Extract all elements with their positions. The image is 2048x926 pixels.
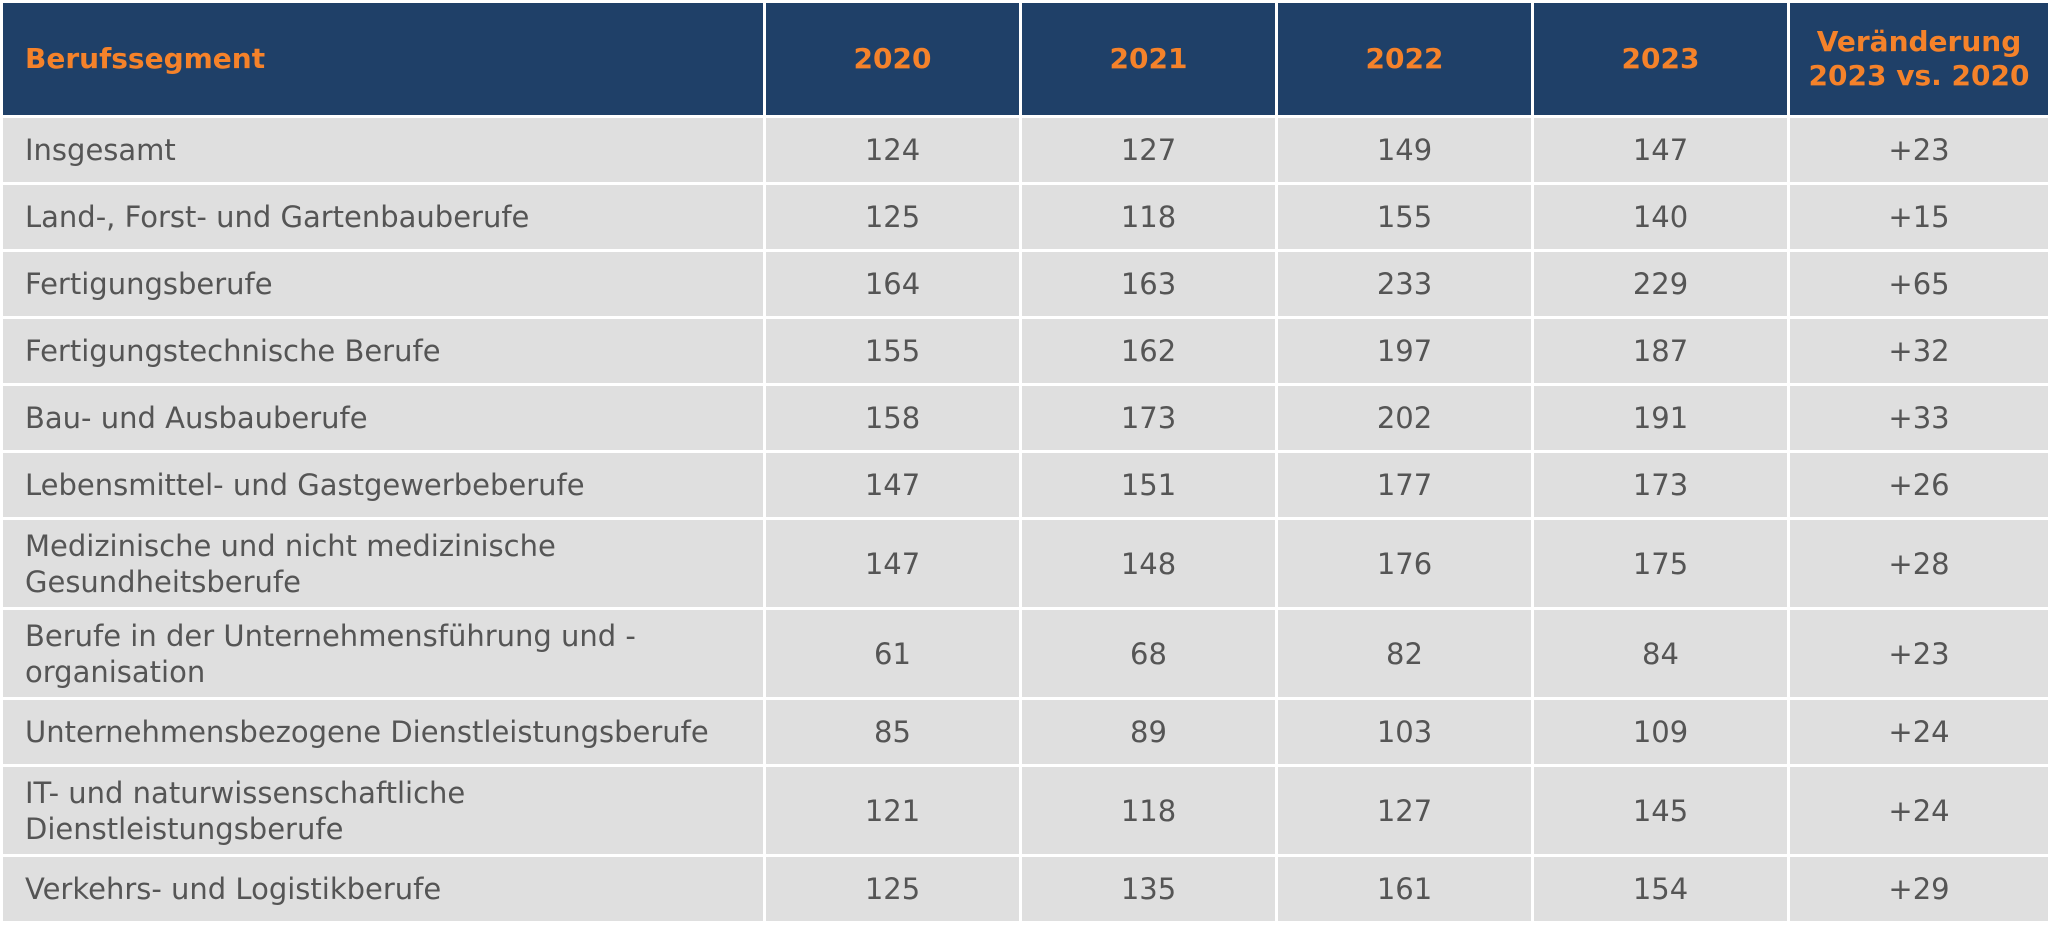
row-label-cell: Verkehrs- und Logistikberufe [0, 854, 766, 924]
value-cell-2022: 155 [1275, 182, 1534, 252]
row-label-cell: Medizinische und nicht medizinische Gesu… [0, 517, 766, 610]
table-row: Medizinische und nicht medizinische Gesu… [0, 517, 2048, 610]
row-label-cell: Insgesamt [0, 115, 766, 185]
value-cell-2021: 68 [1019, 607, 1278, 700]
table-row: Berufe in der Unternehmensführung und -o… [0, 607, 2048, 700]
change-cell: +65 [1787, 249, 2048, 319]
value-cell-2021: 118 [1019, 764, 1278, 857]
column-header-berufssegment: Berufssegment [0, 0, 766, 118]
change-cell: +26 [1787, 450, 2048, 520]
value-cell-2023: 229 [1531, 249, 1790, 319]
change-cell: +23 [1787, 115, 2048, 185]
value-cell-2021: 148 [1019, 517, 1278, 610]
column-header-veraenderung: Veränderung 2023 vs. 2020 [1787, 0, 2048, 118]
change-cell: +29 [1787, 854, 2048, 924]
value-cell-2021: 89 [1019, 697, 1278, 767]
row-label-cell: Unternehmensbezogene Dienstleistungsberu… [0, 697, 766, 767]
value-cell-2020: 124 [763, 115, 1022, 185]
value-cell-2021: 135 [1019, 854, 1278, 924]
column-header-2021: 2021 [1019, 0, 1278, 118]
table-row: Lebensmittel- und Gastgewerbeberufe 147 15… [0, 450, 2048, 520]
value-cell-2022: 176 [1275, 517, 1534, 610]
value-cell-2020: 61 [763, 607, 1022, 700]
value-cell-2023: 147 [1531, 115, 1790, 185]
change-cell: +33 [1787, 383, 2048, 453]
value-cell-2023: 154 [1531, 854, 1790, 924]
table-row: Unternehmensbezogene Dienstleistungsberu… [0, 697, 2048, 767]
value-cell-2021: 173 [1019, 383, 1278, 453]
value-cell-2022: 197 [1275, 316, 1534, 386]
value-cell-2023: 109 [1531, 697, 1790, 767]
value-cell-2020: 147 [763, 450, 1022, 520]
value-cell-2020: 85 [763, 697, 1022, 767]
change-cell: +23 [1787, 607, 2048, 700]
table-row: IT- und naturwissenschaftliche Dienstlei… [0, 764, 2048, 857]
value-cell-2023: 191 [1531, 383, 1790, 453]
value-cell-2020: 155 [763, 316, 1022, 386]
change-cell: +24 [1787, 764, 2048, 857]
row-label-cell: Berufe in der Unternehmensführung und -o… [0, 607, 766, 700]
value-cell-2020: 147 [763, 517, 1022, 610]
value-cell-2022: 82 [1275, 607, 1534, 700]
header-row: Berufssegment 2020 2021 2022 2023 Veränd… [0, 0, 2048, 118]
row-label-cell: Fertigungstechnische Berufe [0, 316, 766, 386]
row-label-cell: Fertigungsberufe [0, 249, 766, 319]
value-cell-2021: 127 [1019, 115, 1278, 185]
table-row: Land-, Forst- und Gartenbauberufe 125 118 1… [0, 182, 2048, 252]
row-label-cell: Bau- und Ausbauberufe [0, 383, 766, 453]
value-cell-2023: 84 [1531, 607, 1790, 700]
value-cell-2021: 151 [1019, 450, 1278, 520]
table-row: Bau- und Ausbauberufe 158 173 202 191 +33 [0, 383, 2048, 453]
value-cell-2023: 175 [1531, 517, 1790, 610]
value-cell-2021: 162 [1019, 316, 1278, 386]
value-cell-2020: 121 [763, 764, 1022, 857]
row-label-cell: Land-, Forst- und Gartenbauberufe [0, 182, 766, 252]
column-header-2023: 2023 [1531, 0, 1790, 118]
column-header-2022: 2022 [1275, 0, 1534, 118]
value-cell-2022: 127 [1275, 764, 1534, 857]
value-cell-2022: 233 [1275, 249, 1534, 319]
value-cell-2021: 118 [1019, 182, 1278, 252]
value-cell-2020: 125 [763, 182, 1022, 252]
value-cell-2023: 173 [1531, 450, 1790, 520]
value-cell-2023: 145 [1531, 764, 1790, 857]
value-cell-2022: 161 [1275, 854, 1534, 924]
change-cell: +15 [1787, 182, 2048, 252]
table-row: Fertigungsberufe 164 163 233 229 +65 [0, 249, 2048, 319]
change-cell: +32 [1787, 316, 2048, 386]
value-cell-2020: 125 [763, 854, 1022, 924]
value-cell-2022: 103 [1275, 697, 1534, 767]
row-label-cell: Lebensmittel- und Gastgewerbeberufe [0, 450, 766, 520]
change-cell: +24 [1787, 697, 2048, 767]
column-header-2020: 2020 [763, 0, 1022, 118]
table-row: Verkehrs- und Logistikberufe 125 135 161 154… [0, 854, 2048, 924]
change-cell: +28 [1787, 517, 2048, 610]
table-row: Fertigungstechnische Berufe 155 162 197 187 +… [0, 316, 2048, 386]
value-cell-2022: 202 [1275, 383, 1534, 453]
value-cell-2023: 140 [1531, 182, 1790, 252]
table-row: Insgesamt 124 127 149 147 +23 [0, 115, 2048, 185]
value-cell-2022: 177 [1275, 450, 1534, 520]
value-cell-2020: 164 [763, 249, 1022, 319]
value-cell-2023: 187 [1531, 316, 1790, 386]
value-cell-2020: 158 [763, 383, 1022, 453]
value-cell-2022: 149 [1275, 115, 1534, 185]
value-cell-2021: 163 [1019, 249, 1278, 319]
row-label-cell: IT- und naturwissenschaftliche Dienstlei… [0, 764, 766, 857]
table-body: Insgesamt 124 127 149 147 +23 Land-, Forst- un… [0, 115, 2048, 924]
